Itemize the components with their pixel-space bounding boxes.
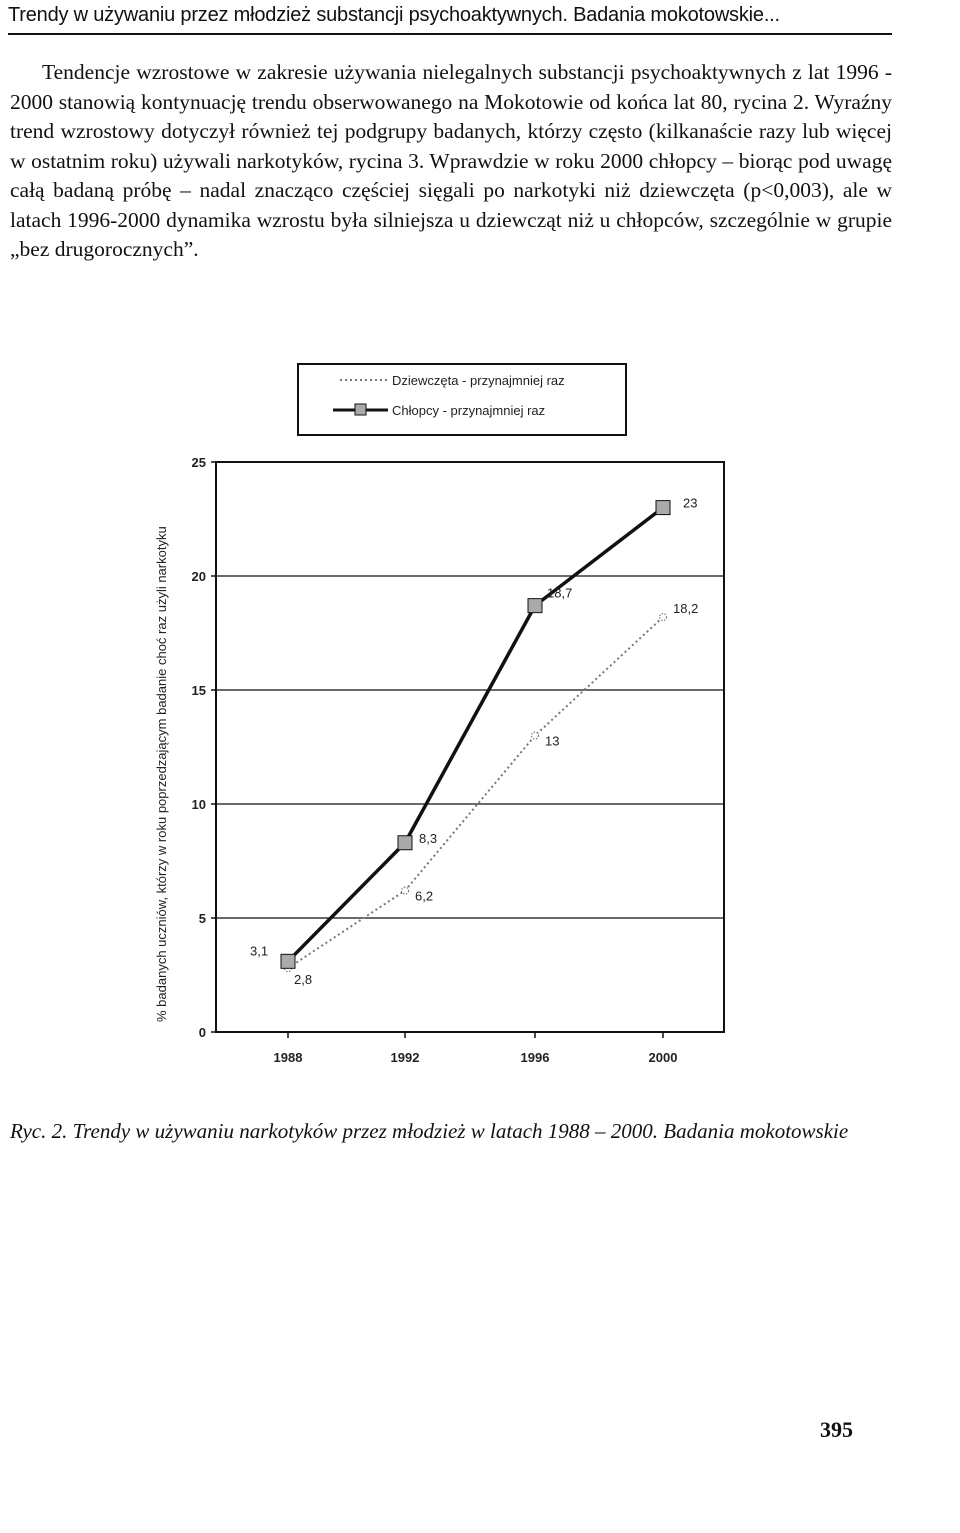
x-tick-label: 1996 — [521, 1050, 550, 1065]
y-axis-title: % badanych uczniów, którzy w roku poprze… — [154, 526, 169, 1022]
chart-legend — [297, 363, 627, 436]
series-line-1 — [286, 506, 665, 963]
y-tick-label: 15 — [192, 683, 206, 698]
tick-layer: 0 5 10 15 20 25 1988 1992 1996 2000 — [192, 455, 678, 1065]
data-label: 2,8 — [294, 972, 312, 987]
series-line-0 — [287, 616, 664, 969]
x-tick-label: 2000 — [649, 1050, 678, 1065]
data-point-boys — [655, 500, 671, 516]
x-tick-label: 1992 — [391, 1050, 420, 1065]
page-number: 395 — [820, 1417, 853, 1442]
data-point-girls — [400, 886, 410, 895]
y-tick-label: 10 — [192, 797, 206, 812]
series-layer — [280, 500, 671, 973]
data-label: 13 — [545, 734, 559, 749]
data-label: 3,1 — [250, 943, 268, 958]
y-tick-label: 25 — [192, 455, 206, 470]
y-tick-label: 20 — [192, 569, 206, 584]
paragraph: Tendencje wzrostowe w zakresie używania … — [10, 60, 892, 261]
legend-label-boys: Chłopcy - przynajmniej raz — [392, 403, 545, 418]
y-tick-label: 5 — [199, 911, 206, 926]
x-tick-label: 1988 — [274, 1050, 303, 1065]
legend-label-girls: Dziewczęta - przynajmniej raz — [392, 373, 565, 388]
header-rule — [8, 33, 892, 35]
label-layer: 2,8 6,2 13 18,2 3,1 8,3 18,7 23 — [250, 496, 698, 988]
data-label: 18,7 — [547, 586, 572, 601]
data-label: 6,2 — [415, 889, 433, 904]
legend-marker-boys — [354, 403, 367, 416]
data-point-girls — [658, 612, 668, 622]
grid-layer — [216, 575, 724, 919]
data-label: 23 — [683, 496, 697, 511]
figure-caption: Ryc. 2. Trendy w używaniu narkotyków prz… — [10, 1119, 849, 1143]
data-point-boys — [397, 835, 413, 851]
data-label: 8,3 — [419, 831, 437, 846]
plot-frame — [215, 461, 725, 1033]
body-text: Tendencje wzrostowe w zakresie używania … — [10, 58, 892, 265]
data-label: 18,2 — [673, 601, 698, 616]
running-header: Trendy w używaniu przez młodzież substan… — [8, 4, 780, 26]
data-point-boys — [527, 598, 543, 614]
line-chart: Dziewczęta - przynajmniej raz Chłopcy - … — [154, 363, 725, 1065]
data-point-boys — [280, 953, 296, 969]
data-point-girls — [530, 731, 540, 740]
y-tick-label: 0 — [199, 1025, 206, 1040]
